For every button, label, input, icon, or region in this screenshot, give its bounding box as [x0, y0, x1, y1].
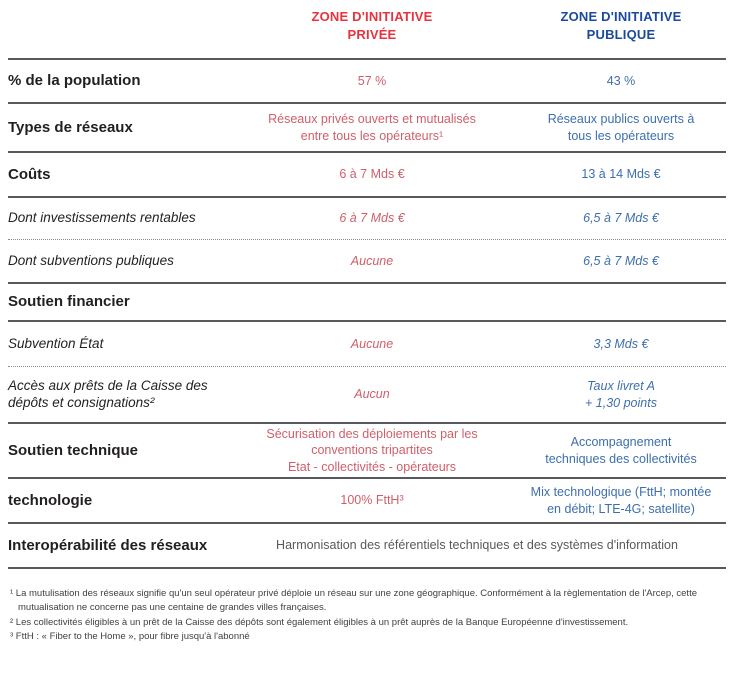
public-value: 6,5 à 7 Mds € — [583, 253, 659, 268]
private-value: Aucune — [350, 253, 394, 268]
row-label: Coûts — [8, 165, 51, 183]
table-row-technologie: technologie 100% FttH³ Mix technologique… — [8, 479, 726, 524]
table-row-soutien-technique: Soutien technique Sécurisation des déplo… — [8, 424, 726, 479]
row-label: Accès aux prêts de la Caisse des dépôts … — [8, 378, 208, 410]
comparison-table: ZONE D'INITIATIVE PRIVÉE ZONE D'INITIATI… — [8, 0, 726, 644]
column-header-public: ZONE D'INITIATIVE PUBLIQUE — [560, 9, 682, 42]
public-value: Mix technologique (FttH; montée en débit… — [530, 485, 712, 516]
private-value: Sécurisation des déploiements par les co… — [266, 427, 478, 474]
footnote-1: ¹ La mutulisation des réseaux signifie q… — [10, 588, 697, 614]
private-value: 100% FttH³ — [340, 493, 404, 508]
section-row-soutien-financier: Soutien financier — [8, 284, 726, 322]
table-row-population: % de la population 57 % 43 % — [8, 60, 726, 104]
public-value: 43 % — [606, 73, 636, 88]
row-label: Dont subventions publiques — [8, 252, 174, 268]
footnote-3: ³ FttH : « Fiber to the Home », pour fib… — [10, 630, 250, 642]
private-value: 6 à 7 Mds € — [339, 167, 405, 182]
public-value: Taux livret A + 1,30 points — [585, 379, 657, 410]
row-label: technologie — [8, 491, 93, 509]
row-label: Soutien technique — [8, 441, 139, 459]
footnote-2: ² Les collectivités éligibles à un prêt … — [10, 616, 629, 628]
public-value: Réseaux publics ouverts à tous les opéra… — [547, 112, 695, 143]
private-value: Aucun — [354, 387, 390, 402]
table-row-interoperabilite: Interopérabilité des réseaux Harmonisati… — [8, 524, 726, 569]
row-label: % de la population — [8, 72, 141, 89]
table-row-acces-prets-cdc: Accès aux prêts de la Caisse des dépôts … — [8, 367, 726, 424]
private-value: Réseaux privés ouverts et mutualisés ent… — [268, 112, 476, 143]
table-row-investissements-rentables: Dont investissements rentables 6 à 7 Mds… — [8, 198, 726, 240]
column-header-private: ZONE D'INITIATIVE PRIVÉE — [311, 9, 433, 42]
footnotes-section: ¹ La mutulisation des réseaux signifie q… — [8, 569, 726, 644]
section-label: Soutien financier — [8, 293, 130, 310]
row-label: Interopérabilité des réseaux — [8, 536, 208, 554]
row-label: Dont investissements rentables — [8, 210, 196, 226]
private-value: 57 % — [357, 73, 387, 88]
table-row-subvention-etat: Subvention État Aucune 3,3 Mds € — [8, 322, 726, 367]
public-value: 13 à 14 Mds € — [581, 167, 661, 182]
table-row-subventions-publiques: Dont subventions publiques Aucune 6,5 à … — [8, 240, 726, 284]
shared-value: Harmonisation des référentiels technique… — [276, 538, 678, 553]
table-row-types-reseaux: Types de réseaux Réseaux privés ouverts … — [8, 104, 726, 153]
public-value: 3,3 Mds € — [593, 336, 649, 351]
private-value: 6 à 7 Mds € — [339, 211, 405, 226]
header-row: ZONE D'INITIATIVE PRIVÉE ZONE D'INITIATI… — [8, 0, 726, 60]
public-value: 6,5 à 7 Mds € — [583, 211, 659, 226]
public-value: Accompagnement techniques des collectivi… — [545, 435, 697, 466]
row-label: Subvention État — [8, 335, 104, 351]
row-label: Types de réseaux — [8, 118, 133, 136]
table-row-couts: Coûts 6 à 7 Mds € 13 à 14 Mds € — [8, 153, 726, 198]
private-value: Aucune — [350, 336, 394, 351]
